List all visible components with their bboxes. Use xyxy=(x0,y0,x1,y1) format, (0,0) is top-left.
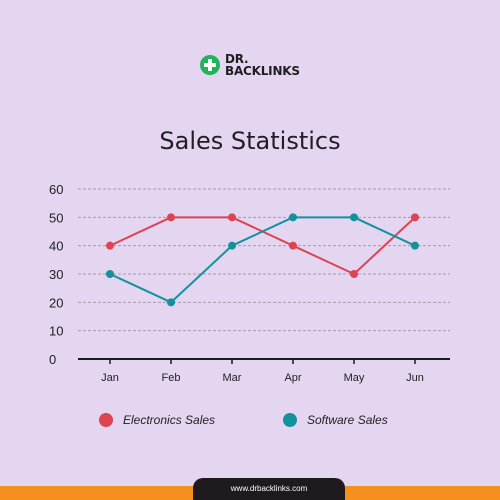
x-tick-label: Jan xyxy=(101,372,119,384)
data-point xyxy=(411,213,419,222)
data-point xyxy=(106,270,114,278)
data-point xyxy=(289,213,297,222)
data-point xyxy=(411,241,419,250)
x-tick-label: Apr xyxy=(284,372,301,384)
footer-url: www.drbacklinks.com xyxy=(193,478,345,500)
y-tick-label: 40 xyxy=(49,239,63,254)
data-point xyxy=(167,213,175,222)
x-tick-label: Feb xyxy=(162,372,181,384)
y-tick-label: 50 xyxy=(49,210,63,225)
x-tick-label: Jun xyxy=(406,372,424,384)
legend-label: Electronics Sales xyxy=(123,413,215,427)
data-point xyxy=(228,241,236,250)
series-line-2 xyxy=(109,216,416,304)
chart-title: Sales Statistics xyxy=(159,127,341,155)
legend-marker xyxy=(99,413,113,427)
data-point xyxy=(228,213,236,222)
y-tick-label: 30 xyxy=(49,267,63,282)
y-tick-label: 60 xyxy=(49,182,63,197)
brand-name: DR. BACKLINKS xyxy=(225,53,300,77)
legend-marker xyxy=(283,413,297,427)
y-tick-label: 10 xyxy=(49,324,63,339)
brand-logo: DR. BACKLINKS xyxy=(200,53,300,77)
brand-line-1: DR. xyxy=(225,52,249,66)
plus-icon xyxy=(200,55,220,75)
x-tick-label: May xyxy=(344,372,365,384)
data-point xyxy=(350,270,358,278)
data-point xyxy=(106,241,114,250)
data-point xyxy=(289,241,297,250)
brand-line-2: BACKLINKS xyxy=(225,64,300,78)
y-tick-label: 0 xyxy=(49,352,56,367)
data-point xyxy=(167,298,175,307)
data-point xyxy=(350,213,358,222)
x-tick-label: Mar xyxy=(223,372,242,384)
y-tick-label: 20 xyxy=(49,295,63,310)
legend-label: Software Sales xyxy=(307,413,388,427)
